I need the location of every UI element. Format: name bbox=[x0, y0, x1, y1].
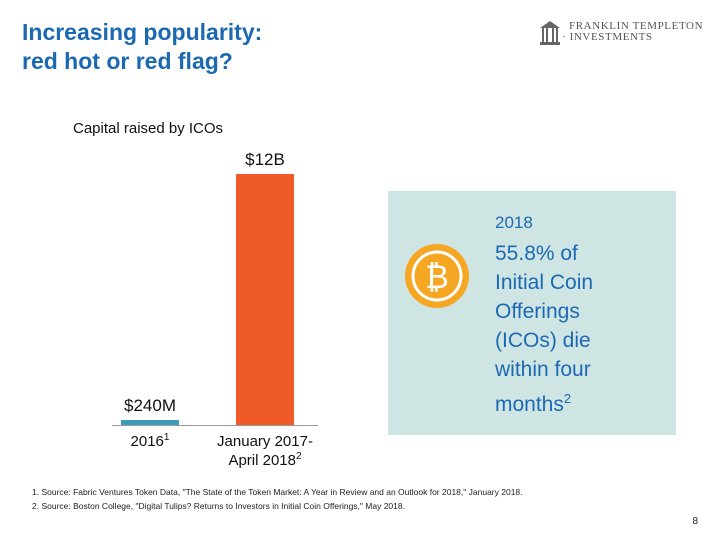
callout-stat: 2018 55.8% of Initial Coin Offerings (IC… bbox=[495, 212, 665, 419]
statue-logo-icon bbox=[540, 21, 560, 45]
data-label: $12B bbox=[245, 150, 285, 169]
x-tick-label: April 20182 bbox=[228, 451, 302, 469]
bar bbox=[236, 174, 294, 425]
logo-line-2-text: INVESTMENTS bbox=[569, 31, 653, 43]
callout-line: Offerings bbox=[495, 300, 580, 323]
logo-line-1: FRANKLIN TEMPLETON bbox=[569, 20, 704, 32]
bar bbox=[121, 419, 179, 425]
callout-line: months2 bbox=[495, 384, 665, 419]
callout-line: within four bbox=[495, 358, 591, 381]
callout-line-text: months bbox=[495, 393, 564, 416]
logo-line-2: · INVESTMENTS bbox=[562, 31, 653, 43]
x-tick-label: January 2017- bbox=[217, 433, 313, 450]
page-number: 8 bbox=[692, 516, 698, 527]
footnote-2: 2. Source: Boston College, "Digital Tuli… bbox=[32, 501, 405, 511]
callout-line: 55.8% of bbox=[495, 242, 578, 265]
slide-title: Increasing popularity: red hot or red fl… bbox=[22, 18, 462, 76]
title-line-1: Increasing popularity: bbox=[22, 19, 263, 45]
callout-text: 55.8% of Initial Coin Offerings (ICOs) d… bbox=[495, 239, 665, 419]
chart-title: Capital raised by ICOs bbox=[73, 120, 224, 137]
footnote-marker: 1 bbox=[164, 432, 170, 443]
footnote-marker: 2 bbox=[296, 451, 302, 462]
footnotes: 1. Source: Fabric Ventures Token Data, "… bbox=[32, 485, 523, 513]
callout-line: (ICOs) die bbox=[495, 329, 591, 352]
callout-panel bbox=[388, 191, 676, 435]
franklin-templeton-logo: FRANKLIN TEMPLETON · INVESTMENTS bbox=[538, 18, 708, 50]
callout-footnote-marker: 2 bbox=[563, 391, 572, 406]
title-line-2: red hot or red flag? bbox=[22, 48, 233, 74]
x-tick-label: 20161 bbox=[131, 432, 170, 450]
bitcoin-symbol: ₿ bbox=[425, 258, 449, 296]
callout-line: Initial Coin bbox=[495, 271, 594, 294]
data-label: $240M bbox=[124, 396, 176, 415]
bitcoin-icon: ₿ bbox=[405, 244, 469, 308]
callout-year: 2018 bbox=[495, 213, 533, 232]
footnote-1: 1. Source: Fabric Ventures Token Data, "… bbox=[32, 487, 523, 497]
